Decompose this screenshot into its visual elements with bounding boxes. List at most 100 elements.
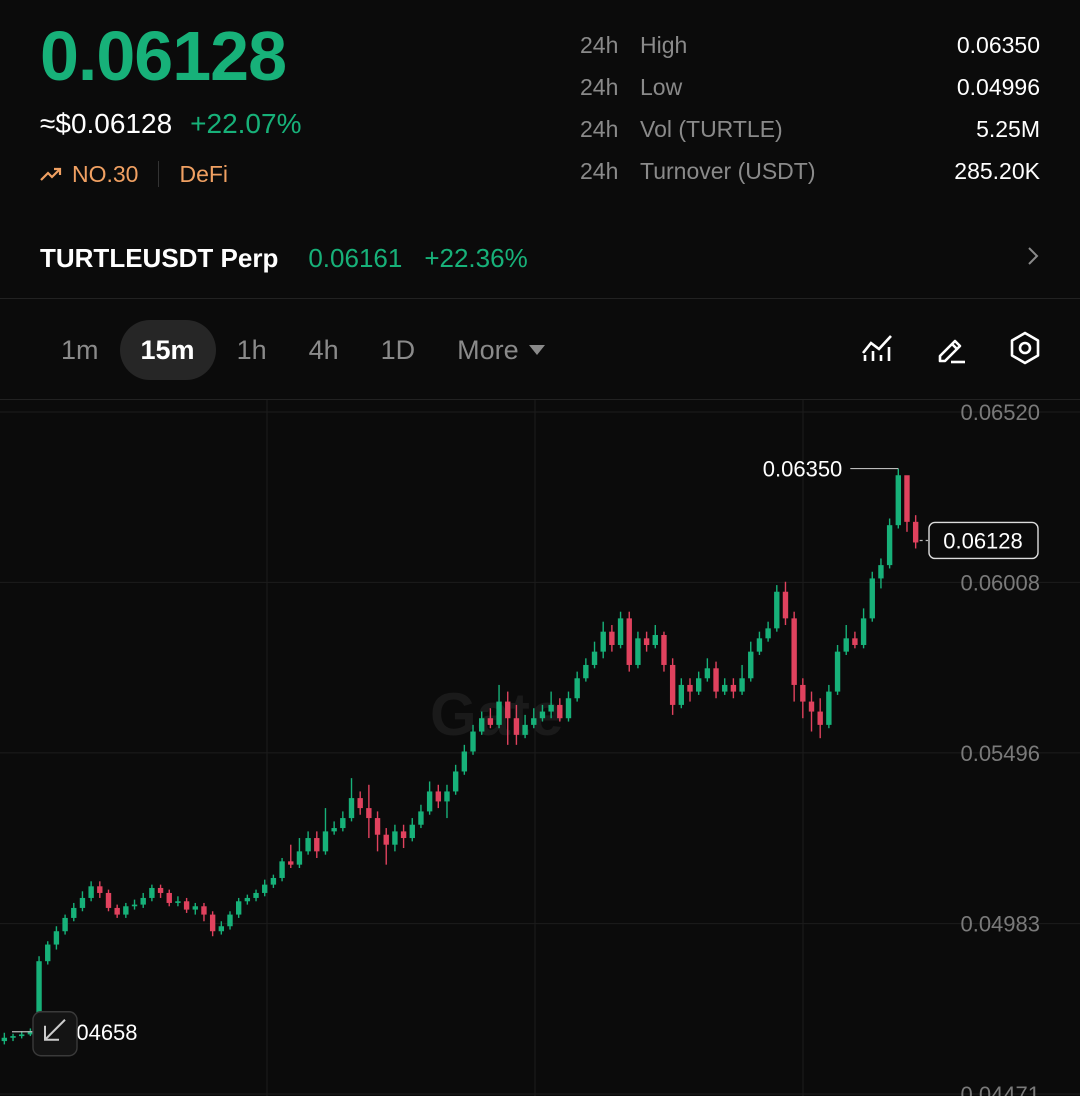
candle [574, 671, 580, 702]
candle [904, 475, 910, 532]
stat-period: 24h [580, 115, 619, 142]
candle [10, 1033, 16, 1042]
interval-tabs: 1m 15m 1h 4h 1D More [40, 320, 566, 380]
candle [704, 658, 711, 682]
stats-panel: 24h High 0.06350 24h Low 0.04996 24h Vol… [580, 24, 1040, 192]
candle [357, 791, 363, 815]
rank-tag[interactable]: NO.30 [72, 161, 139, 187]
stat-period: 24h [580, 73, 619, 100]
chart-tools [860, 328, 1042, 368]
candle [305, 831, 311, 855]
stat-value: 0.04996 [956, 73, 1040, 100]
chevron-right-icon[interactable] [1026, 243, 1040, 274]
candle [808, 691, 815, 732]
candle [669, 658, 676, 715]
y-tick-label: 0.04471 [960, 1082, 1040, 1096]
candle [183, 897, 190, 913]
candle [418, 804, 424, 829]
indicator-icon[interactable] [860, 328, 894, 368]
tag-row: NO.30 DeFi [40, 156, 228, 192]
candle [834, 644, 841, 695]
tab-1m[interactable]: 1m [61, 335, 99, 365]
candle [452, 764, 459, 795]
candle [235, 897, 242, 918]
tab-1d[interactable]: 1D [380, 335, 416, 365]
stat-label: Vol (TURTLE) [640, 115, 783, 142]
stat-low: 24h Low 0.04996 [580, 66, 1040, 108]
candle [53, 926, 60, 950]
candle [886, 518, 893, 569]
candle [88, 881, 94, 902]
y-tick-label: 0.06520 [960, 400, 1040, 425]
tab-1h[interactable]: 1h [236, 335, 267, 365]
candle [678, 678, 685, 709]
candle [426, 781, 433, 815]
candle [62, 914, 68, 935]
perp-price: 0.06161 [308, 242, 403, 273]
perp-row[interactable]: TURTLEUSDT Perp 0.06161 +22.36% [40, 236, 1040, 280]
candle [348, 778, 355, 822]
stat-period: 24h [580, 31, 619, 58]
candle [513, 704, 520, 745]
candlestick-chart[interactable]: Gate 0.065200.060080.054960.049830.04471… [0, 400, 1080, 1096]
candle [400, 824, 407, 849]
candle [531, 708, 537, 729]
high-marker-label: 0.06350 [763, 457, 843, 482]
candle [244, 894, 251, 905]
candle [79, 891, 86, 912]
candle [739, 664, 745, 695]
candle [878, 558, 884, 589]
stat-high: 24h High 0.06350 [580, 24, 1040, 66]
candle [131, 899, 138, 910]
last-price-tag-box [928, 521, 1039, 560]
candle [843, 625, 849, 655]
candle [609, 625, 615, 652]
stat-turnover: 24h Turnover (USDT) 285.20K [580, 150, 1040, 192]
category-tag[interactable]: DeFi [179, 161, 229, 187]
candle [860, 608, 867, 649]
tab-4h[interactable]: 4h [308, 335, 339, 365]
divider [0, 399, 1080, 400]
settings-hex-icon[interactable] [1008, 328, 1042, 368]
last-price: 0.06128 [40, 17, 287, 95]
last-price-tag: 0.06128 [943, 528, 1023, 553]
stat-value: 285.20K [954, 157, 1040, 184]
candle [895, 468, 901, 529]
stat-value: 0.06350 [956, 31, 1040, 58]
y-tick-label: 0.06008 [960, 570, 1040, 595]
candle [149, 884, 155, 902]
candle [635, 631, 641, 669]
change-percent: +22.07% [190, 108, 302, 139]
candle [557, 698, 563, 722]
candle [296, 838, 303, 868]
tab-15m[interactable]: 15m [119, 320, 216, 380]
candle [661, 631, 667, 672]
candle [175, 896, 181, 907]
candle [782, 581, 789, 626]
stat-period: 24h [580, 157, 619, 184]
candle [383, 828, 389, 865]
candle [314, 831, 320, 859]
candle [496, 684, 502, 729]
candle [713, 661, 719, 699]
candle [166, 889, 172, 907]
candle [409, 818, 415, 842]
candle [548, 691, 554, 719]
candle [435, 784, 441, 809]
candle [227, 911, 233, 930]
candle [331, 821, 337, 835]
chart-grid [0, 400, 1080, 1096]
draw-pen-icon[interactable] [934, 328, 968, 368]
more-intervals-dropdown[interactable]: More [436, 320, 566, 380]
stat-volume: 24h Vol (TURTLE) 5.25M [580, 108, 1040, 150]
candle [105, 889, 112, 912]
candle [912, 515, 919, 549]
expand-chart-icon[interactable] [32, 1011, 78, 1057]
candle [444, 784, 450, 819]
stat-label: High [640, 31, 688, 58]
candle [140, 892, 146, 908]
candle [218, 921, 225, 935]
stat-value: 5.25M [976, 115, 1040, 142]
candle [262, 879, 268, 897]
candle [869, 571, 875, 622]
